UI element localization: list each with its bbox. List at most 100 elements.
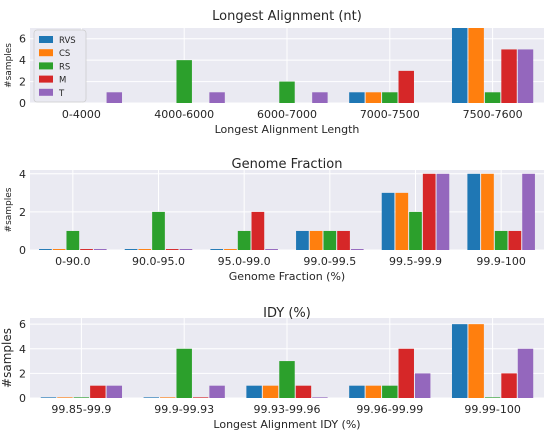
bar-rs-3 [382, 385, 398, 398]
legend-label-m: M [59, 76, 66, 86]
bar-t-0 [106, 92, 123, 103]
bar-t-2 [312, 397, 328, 398]
bar-t-0 [106, 385, 123, 398]
bar-m-5 [508, 230, 522, 250]
bar-cs-1 [160, 397, 176, 398]
x-tick-label: 6000-7000 [257, 108, 317, 121]
bar-m-0 [80, 249, 93, 250]
x-tick-label: 99.5-99.9 [389, 255, 442, 268]
bar-rvs-0 [39, 249, 52, 250]
y-axis-label: #samples [0, 328, 14, 388]
bar-m-4 [501, 49, 517, 103]
bar-rvs-0 [40, 397, 57, 398]
x-tick-label: 90.0-95.0 [132, 255, 185, 268]
x-tick-label: 99.93-99.96 [254, 403, 321, 416]
chart-title: Genome Fraction [232, 157, 343, 172]
bar-cs-3 [309, 230, 323, 250]
chart-panel-3: 0 2 4 6 99.85-99.9 99.9-99.93 99.93-99.96 99.96… [0, 306, 544, 431]
bar-t-4 [517, 49, 534, 103]
bar-t-1 [209, 92, 225, 103]
chart-panel-2: 0 2 4 0-90.0 90.0-95.0 95.0-99.0 99.0-99.5 99.5… [4, 157, 544, 283]
y-tick-label: 2 [19, 206, 26, 219]
plot-background [30, 170, 544, 250]
bar-t-1 [179, 249, 193, 250]
x-tick-label: 95.0-99.0 [218, 255, 271, 268]
chart-title: IDY (%) [263, 306, 311, 321]
y-axis-label: #samples [4, 187, 14, 232]
bar-rs-1 [176, 60, 192, 103]
x-axis-label: Longest Alignment Length [215, 123, 360, 136]
bar-rs-4 [484, 397, 501, 398]
bar-cs-1 [138, 249, 152, 250]
bar-cs-5 [481, 173, 494, 250]
legend-label-rs: RS [59, 62, 70, 72]
legend-swatch-rvs [39, 36, 53, 43]
legend-swatch-cs [39, 49, 53, 57]
bar-m-3 [398, 70, 414, 103]
bar-cs-3 [365, 385, 382, 398]
bar-m-1 [192, 397, 209, 398]
y-tick-label: 2 [19, 367, 26, 380]
bar-t-3 [350, 249, 364, 250]
y-tick-label: 4 [19, 343, 26, 356]
bar-cs-0 [52, 249, 66, 250]
bar-rs-2 [237, 230, 251, 250]
bar-rs-5 [494, 230, 508, 250]
bar-rvs-3 [349, 92, 365, 103]
bar-cs-3 [365, 92, 382, 103]
bar-cs-2 [262, 385, 279, 398]
x-axis-label: Longest Alignment IDY (%) [213, 418, 360, 431]
legend-swatch-t [39, 88, 53, 96]
x-tick-label: 0-90.0 [55, 255, 90, 268]
bar-m-3 [398, 348, 414, 398]
bar-t-4 [517, 348, 534, 398]
legend: RVS CS RS MT [33, 29, 87, 103]
bar-rs-3 [323, 230, 337, 250]
x-axis-label: Genome Fraction (%) [229, 270, 345, 283]
bar-rs-4 [484, 92, 501, 103]
x-tick-label: 99.96-99.99 [356, 403, 423, 416]
bar-rvs-4 [451, 324, 468, 398]
y-tick-label: 0 [19, 97, 26, 110]
y-tick-label: 6 [19, 318, 26, 331]
x-tick-label: 99.9-100 [476, 255, 525, 268]
bar-m-4 [501, 373, 517, 398]
legend-box [33, 29, 87, 103]
bar-rvs-2 [246, 385, 262, 398]
bar-rs-2 [279, 81, 295, 103]
legend-label-t: T [58, 89, 65, 99]
bar-rvs-3 [349, 385, 365, 398]
bar-t-5 [522, 173, 535, 250]
bar-m-1 [165, 249, 179, 250]
bar-m-3 [337, 230, 350, 250]
legend-label-rvs: RVS [59, 36, 76, 46]
bar-t-1 [209, 385, 225, 398]
legend-label-cs: CS [59, 49, 70, 59]
y-tick-label: 0 [19, 244, 26, 257]
x-tick-label: 99.85-99.9 [51, 403, 111, 416]
y-tick-label: 4 [19, 54, 26, 67]
y-tick-label: 4 [19, 168, 26, 181]
y-tick-label: 0 [19, 392, 26, 405]
bar-cs-2 [224, 249, 237, 250]
bar-rvs-5 [467, 173, 481, 250]
bar-t-2 [312, 92, 328, 103]
bar-rvs-1 [143, 397, 160, 398]
x-tick-label: 7000-7500 [360, 108, 420, 121]
bar-rs-4 [409, 211, 422, 250]
bar-rvs-4 [451, 28, 468, 103]
bar-t-3 [414, 373, 431, 398]
legend-swatch-m [39, 75, 53, 83]
bar-rs-2 [279, 361, 295, 398]
chart-panel-1: 0 2 4 6 0-4000 4000-6000 6000-7000 7000-7500 750… [4, 9, 544, 136]
x-tick-label: 99.0-99.5 [303, 255, 356, 268]
x-tick-label: 7500-7600 [463, 108, 523, 121]
x-tick-label: 0-4000 [62, 108, 101, 121]
bar-m-2 [295, 385, 312, 398]
bar-m-0 [90, 385, 106, 398]
bar-cs-4 [468, 28, 484, 103]
bar-rs-3 [382, 92, 398, 103]
y-tick-label: 6 [19, 33, 26, 46]
